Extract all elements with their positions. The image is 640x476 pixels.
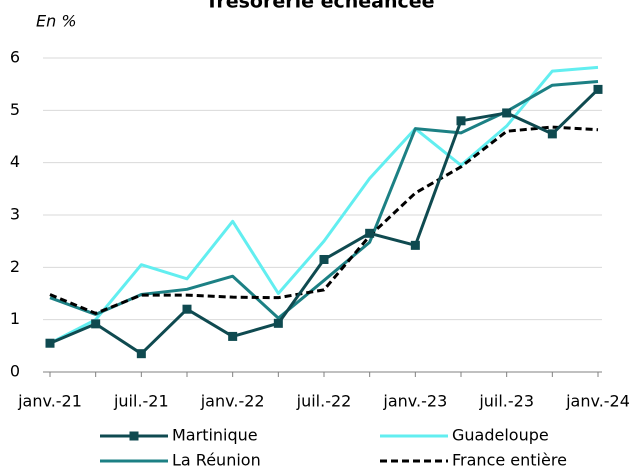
marker xyxy=(593,84,603,94)
series-line xyxy=(49,125,599,315)
y-tick-label: 2 xyxy=(10,257,20,276)
legend-label: Martinique xyxy=(172,426,258,445)
marker xyxy=(273,318,283,328)
marker xyxy=(410,240,420,250)
marker xyxy=(502,108,512,118)
series-line xyxy=(49,88,600,356)
x-tick-label: juil.-22 xyxy=(296,392,352,411)
y-tick-label: 6 xyxy=(10,48,20,67)
chart-title: Trésorerie échéancée xyxy=(205,0,434,13)
y-tick-label: 0 xyxy=(10,362,20,381)
marker xyxy=(547,129,557,139)
x-tick-label: juil.-23 xyxy=(478,392,534,411)
x-tick-label: janv.-21 xyxy=(17,392,82,411)
legend-label: France entière xyxy=(452,451,567,470)
y-tick-label: 1 xyxy=(10,309,20,328)
legend-label: La Réunion xyxy=(172,451,261,470)
x-tick-label: juil.-21 xyxy=(113,392,169,411)
marker xyxy=(365,228,375,238)
x-tick-label: janv.-24 xyxy=(565,392,630,411)
y-axis-label: En % xyxy=(36,12,77,31)
marker xyxy=(136,349,146,359)
marker xyxy=(319,254,329,264)
marker xyxy=(91,319,101,329)
x-tick-label: janv.-22 xyxy=(200,392,265,411)
marker xyxy=(182,304,192,314)
x-tick-label: janv.-23 xyxy=(382,392,447,411)
marker xyxy=(228,331,238,341)
series-line xyxy=(49,65,599,345)
y-tick-label: 3 xyxy=(10,205,20,224)
marker xyxy=(45,338,55,348)
legend-label: Guadeloupe xyxy=(452,426,549,445)
y-tick-label: 4 xyxy=(10,152,20,171)
marker xyxy=(456,116,466,126)
y-tick-label: 5 xyxy=(10,100,20,119)
legend-marker xyxy=(129,431,139,441)
